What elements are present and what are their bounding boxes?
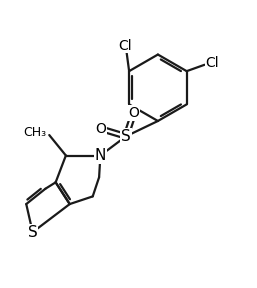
Text: Cl: Cl	[118, 39, 132, 53]
Text: S: S	[28, 225, 38, 240]
Text: O: O	[95, 122, 106, 136]
Text: CH₃: CH₃	[24, 126, 47, 139]
Text: Cl: Cl	[205, 56, 219, 71]
Text: O: O	[128, 106, 139, 120]
Text: S: S	[121, 129, 131, 144]
Text: N: N	[95, 148, 106, 163]
